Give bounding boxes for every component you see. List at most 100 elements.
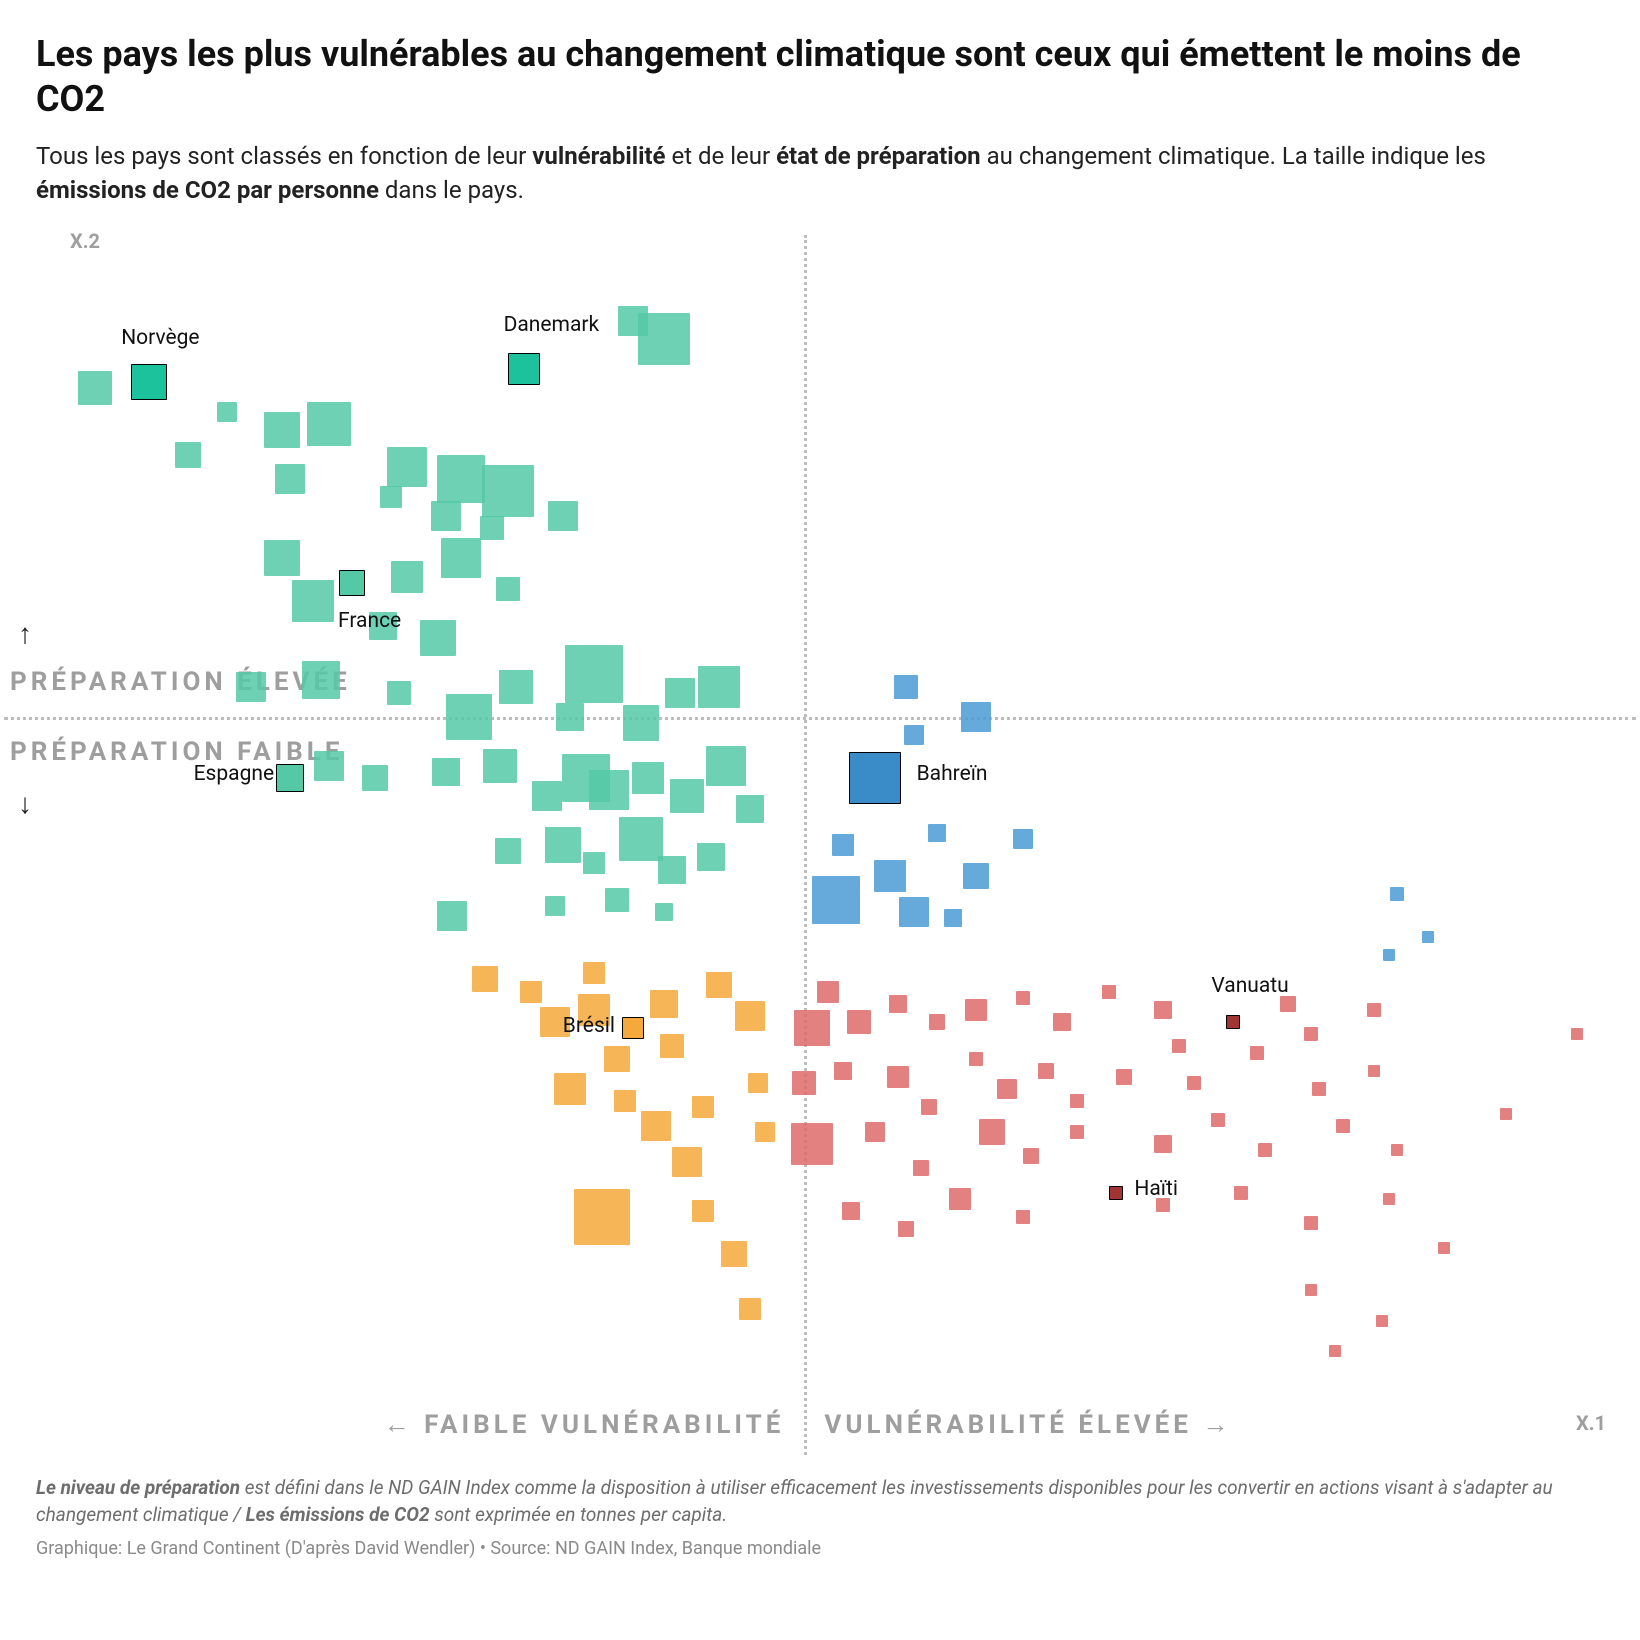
data-point-label: France (338, 609, 401, 633)
data-point (292, 580, 334, 622)
data-point (583, 852, 605, 874)
data-point (1500, 1108, 1512, 1120)
subtitle-text: Tous les pays sont classés en fonction d… (36, 142, 532, 170)
data-point (1571, 1028, 1583, 1040)
data-point (556, 703, 584, 731)
label-vulnerability-high: VULNÉRABILITÉ ÉLEVÉE → (824, 1409, 1232, 1440)
data-point (431, 501, 461, 531)
footnote-bold: Les émissions de CO2 (246, 1503, 430, 1526)
data-point-label: Haïti (1134, 1177, 1178, 1201)
data-point (264, 412, 300, 448)
data-point (391, 561, 423, 593)
data-point (638, 313, 690, 365)
data-point (380, 486, 402, 508)
data-point (692, 1200, 714, 1222)
data-point (979, 1119, 1005, 1145)
data-point (565, 645, 623, 703)
subtitle-bold: état de préparation (776, 142, 981, 170)
data-point (499, 670, 533, 704)
data-point (1304, 1027, 1318, 1041)
data-point-highlighted (508, 353, 540, 385)
data-point (1280, 996, 1296, 1012)
data-point (1391, 1144, 1403, 1156)
data-point (1336, 1119, 1350, 1133)
data-point (1154, 1135, 1172, 1153)
data-point (472, 966, 498, 992)
data-point (387, 447, 427, 487)
data-point (483, 749, 517, 783)
data-point (997, 1079, 1017, 1099)
data-point (1329, 1345, 1341, 1357)
data-point (264, 540, 300, 576)
data-point (545, 896, 565, 916)
label-vulnerability-low: ← FAIBLE VULNÉRABILITÉ (384, 1409, 785, 1440)
data-point (604, 1046, 630, 1072)
data-point (532, 781, 562, 811)
data-point (496, 577, 520, 601)
data-point (302, 661, 340, 699)
data-point (658, 856, 686, 884)
plot-area: PRÉPARATION ÉLEVÉEPRÉPARATION FAIBLE↑↓← … (40, 235, 1600, 1455)
data-point (78, 371, 112, 405)
data-point (817, 981, 839, 1003)
data-point (1438, 1242, 1450, 1254)
data-point (721, 1241, 747, 1267)
data-point (706, 746, 746, 786)
data-point (655, 903, 673, 921)
data-point (175, 442, 201, 468)
data-point (520, 981, 542, 1003)
data-point (583, 962, 605, 984)
data-point (1305, 1284, 1317, 1296)
data-point (672, 1147, 702, 1177)
data-point (904, 725, 924, 745)
axis-corner-bottom-right: X.1 (1576, 1411, 1606, 1435)
data-point (437, 455, 485, 503)
data-point-label: Espagne (194, 762, 275, 786)
data-point (928, 824, 946, 842)
data-point (641, 1111, 671, 1141)
subtitle-text: au changement climatique. La taille indi… (981, 142, 1486, 170)
data-point (1304, 1216, 1318, 1230)
data-point (660, 1034, 684, 1058)
data-point (706, 972, 732, 998)
data-point (1013, 829, 1033, 849)
data-point (446, 694, 492, 740)
data-point (949, 1188, 971, 1210)
data-point (698, 666, 740, 708)
subtitle-text: et de leur (666, 142, 777, 170)
data-point (969, 1052, 983, 1066)
data-point (545, 827, 581, 863)
data-point (480, 516, 504, 540)
data-point (921, 1099, 937, 1115)
data-point-highlighted (849, 752, 901, 804)
data-point (1422, 931, 1434, 943)
data-point (961, 702, 991, 732)
data-point (314, 751, 344, 781)
data-point (482, 465, 534, 517)
data-point-highlighted (131, 364, 167, 400)
arrow-down-icon: ↓ (18, 787, 32, 820)
data-point (791, 1123, 833, 1165)
data-point (574, 1189, 630, 1245)
footnote: Le niveau de préparation est défini dans… (36, 1475, 1596, 1528)
data-point (739, 1298, 761, 1320)
data-point (1070, 1094, 1084, 1108)
data-point (847, 1010, 871, 1034)
data-point (632, 762, 664, 794)
data-point-label: Danemark (504, 313, 600, 337)
data-point (605, 888, 629, 912)
subtitle-text: dans le pays. (379, 176, 524, 204)
data-point (755, 1122, 775, 1142)
data-point (894, 675, 918, 699)
data-point (1367, 1003, 1381, 1017)
data-point (898, 1221, 914, 1237)
data-point-label: Vanuatu (1211, 974, 1288, 998)
data-point (735, 1001, 765, 1031)
data-point (665, 678, 695, 708)
chart-subtitle: Tous les pays sont classés en fonction d… (36, 140, 1596, 207)
arrow-up-icon: ↑ (18, 617, 32, 650)
data-point (1116, 1069, 1132, 1085)
data-point (887, 1066, 909, 1088)
data-point (275, 464, 305, 494)
data-point (748, 1073, 768, 1093)
